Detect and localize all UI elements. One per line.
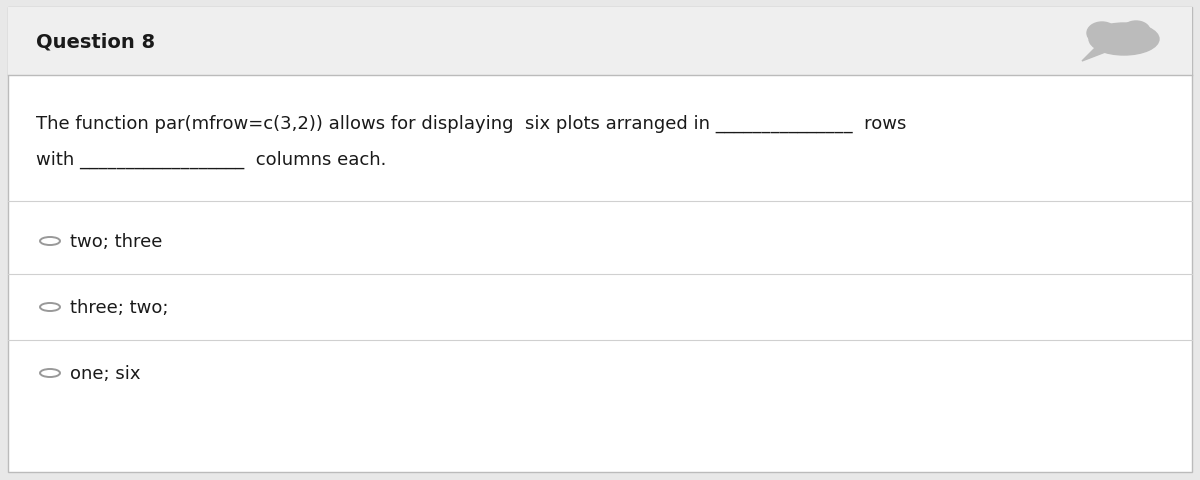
Text: The function par(mfrow=c(3,2)) allows for displaying  six plots arranged in ____: The function par(mfrow=c(3,2)) allows fo… (36, 115, 906, 133)
Ellipse shape (1122, 22, 1150, 42)
FancyBboxPatch shape (8, 8, 1192, 472)
FancyBboxPatch shape (8, 8, 1192, 76)
Text: one; six: one; six (70, 364, 140, 382)
Text: two; three: two; three (70, 232, 162, 251)
Ellipse shape (1090, 24, 1159, 56)
Text: Question 8: Question 8 (36, 33, 155, 51)
Text: with __________________  columns each.: with __________________ columns each. (36, 151, 386, 169)
Ellipse shape (1087, 23, 1117, 45)
Text: three; two;: three; two; (70, 299, 168, 316)
Polygon shape (1082, 48, 1108, 62)
